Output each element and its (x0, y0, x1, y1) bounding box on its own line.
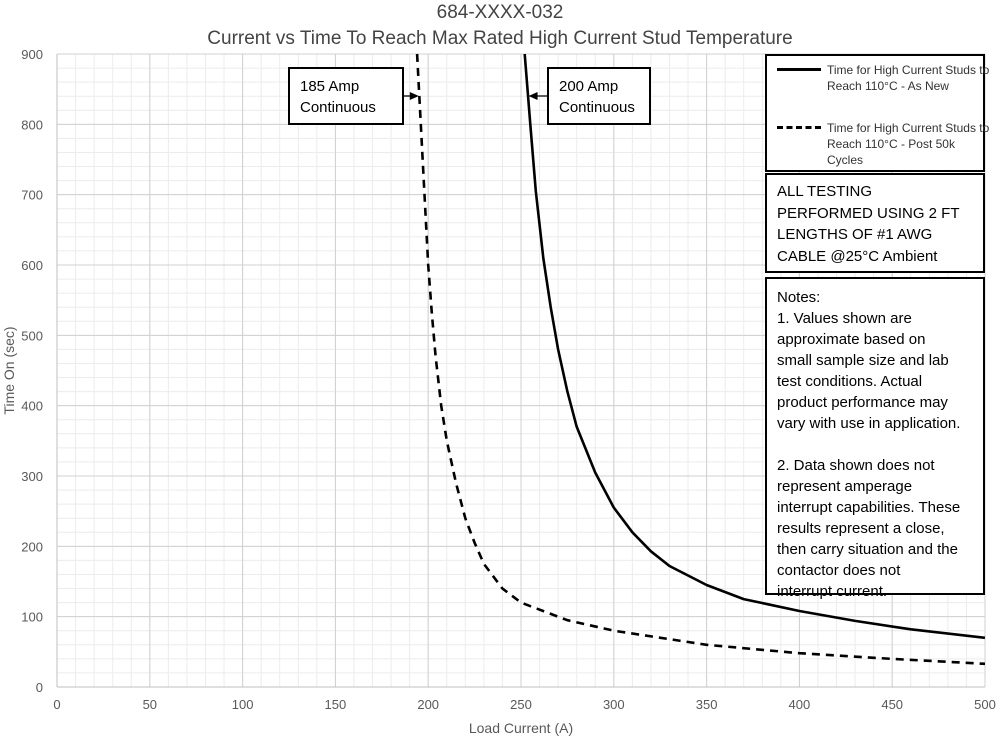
callout-200-line-1: 200 Amp (559, 78, 619, 95)
x-tick-label: 300 (603, 697, 625, 712)
x-tick-label: 500 (974, 697, 996, 712)
chart-legend: Time for High Current Studs to Reach 110… (765, 54, 989, 172)
note2-line-6: contactor does not (777, 562, 901, 579)
x-tick-label: 350 (696, 697, 718, 712)
x-axis-label: Load Current (A) (469, 720, 573, 736)
y-tick-label: 500 (21, 328, 43, 343)
legend-label-as-new: Time for High Current Studs to Reach 110… (827, 63, 990, 93)
callout-arrow-head (528, 92, 538, 100)
legend-label-post-50k: Time for High Current Studs to Reach 110… (827, 121, 990, 167)
x-tick-label: 200 (417, 697, 439, 712)
chart-title: 684-XXXX-032 (436, 2, 564, 23)
x-tick-label: 450 (881, 697, 903, 712)
legend-solid-line (777, 68, 821, 71)
note2-line-5: then carry situation and the (777, 541, 958, 558)
note2-line-7: interrupt current. (777, 583, 888, 600)
chart-subtitle: Current vs Time To Reach Max Rated High … (207, 28, 793, 49)
note1-line-3: small sample size and lab (777, 352, 949, 369)
note2-line-4: results represent a close, (777, 520, 945, 537)
testing-line-2: PERFORMED USING 2 FT (777, 204, 960, 222)
note1-line-5: product performance may (777, 394, 948, 411)
y-tick-label: 300 (21, 469, 43, 484)
note2-line-1: 2. Data shown does not (777, 457, 935, 474)
note1-line-4: test conditions. Actual (777, 373, 923, 390)
testing-conditions-note: ALL TESTING PERFORMED USING 2 FT LENGTHS… (765, 173, 985, 273)
x-tick-label: 100 (232, 697, 254, 712)
x-tick-label: 150 (325, 697, 347, 712)
y-tick-label: 100 (21, 610, 43, 625)
y-axis-label: Time On (sec) (1, 326, 17, 414)
note2-line-2: represent amperage (777, 478, 913, 495)
callout-arrow-head (409, 92, 419, 100)
notes-box: Notes: 1. Values shown are approximate b… (765, 277, 985, 600)
callout-185-amp: 185 Amp Continuous (288, 67, 404, 125)
callout-185-line-1: 185 Amp (300, 78, 360, 95)
y-tick-label: 400 (21, 399, 43, 414)
y-tick-label: 700 (21, 188, 43, 203)
note2-line-3: interrupt capabilities. These (777, 499, 961, 516)
testing-line-1: ALL TESTING (777, 183, 873, 200)
note1-line-6: vary with use in application. (777, 415, 961, 432)
note1-line-2: approximate based on (777, 331, 926, 348)
legend-dashed-line (777, 126, 821, 129)
x-tick-label: 50 (143, 697, 157, 712)
y-tick-label: 600 (21, 258, 43, 273)
callout-200-line-2: Continuous (559, 99, 635, 116)
testing-line-3: LENGTHS OF #1 AWG (777, 226, 933, 243)
x-tick-label: 400 (789, 697, 811, 712)
y-tick-label: 800 (21, 117, 43, 132)
x-tick-label: 0 (53, 697, 60, 712)
callout-185-line-2: Continuous (300, 99, 376, 116)
y-tick-label: 200 (21, 539, 43, 554)
note1-line-1: 1. Values shown are (777, 310, 912, 327)
testing-line-4: CABLE @25°C Ambient (777, 247, 938, 265)
x-tick-label: 250 (510, 697, 532, 712)
notes-header: Notes: (777, 289, 821, 306)
y-tick-label: 0 (36, 680, 43, 695)
callout-200-amp: 200 Amp Continuous (547, 67, 651, 125)
